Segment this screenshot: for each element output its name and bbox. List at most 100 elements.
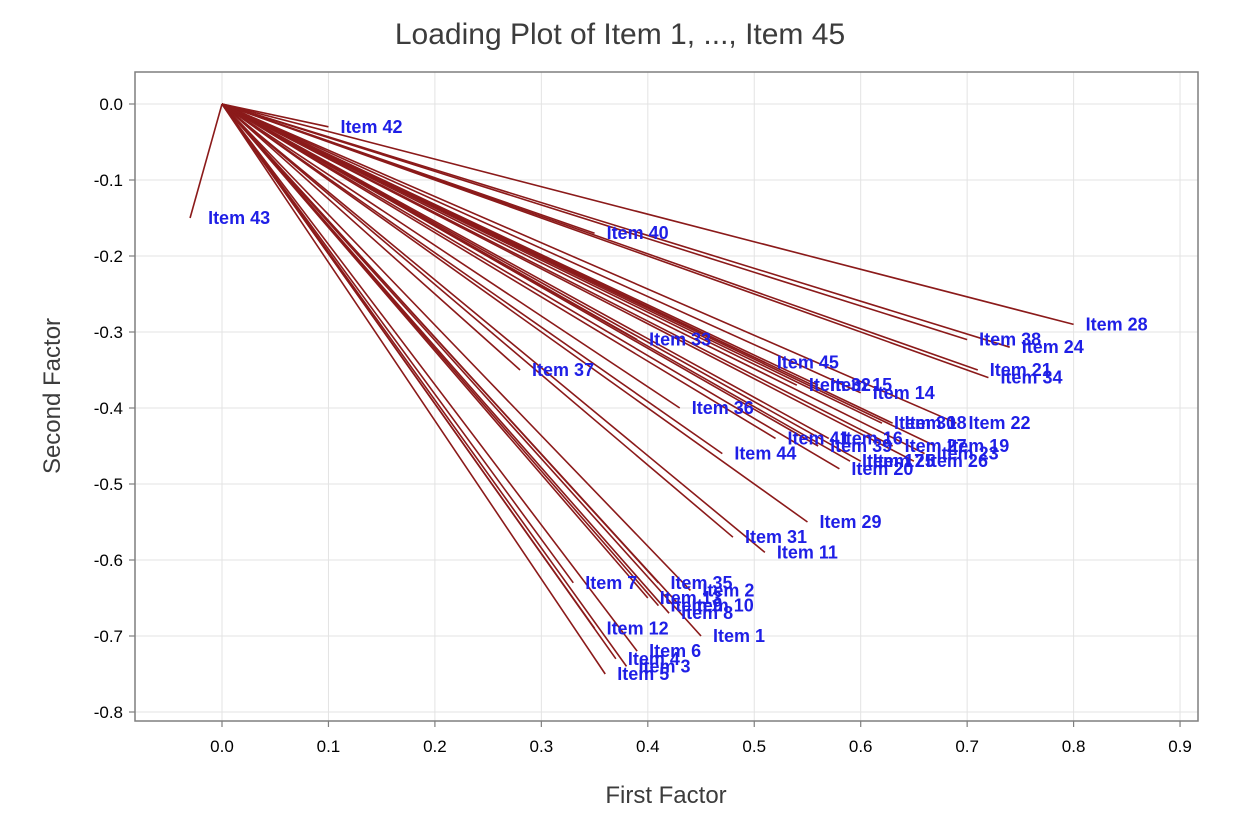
point-label: Item 35: [670, 573, 732, 593]
point-label: Item 21: [990, 360, 1052, 380]
point-label: Item 24: [1022, 337, 1084, 357]
loading-vector: [221, 103, 1074, 326]
loading-vector: [221, 103, 840, 470]
point-label: Item 12: [607, 618, 669, 638]
loading-vector: [221, 103, 766, 364]
loading-vector: [221, 103, 606, 675]
loading-vectors: [189, 103, 1074, 675]
x-tick-label: 0.1: [317, 737, 341, 756]
x-tick-label: 0.7: [955, 737, 979, 756]
loading-vector: [221, 103, 925, 455]
point-label: Item 34: [1000, 368, 1062, 388]
point-label: Item 41: [788, 428, 850, 448]
loading-vector: [221, 103, 798, 386]
y-tick-label: -0.2: [94, 247, 123, 266]
loading-vector: [221, 103, 957, 424]
loading-vector: [221, 103, 649, 599]
point-label: Item 5: [617, 664, 669, 684]
point-label: Item 26: [926, 451, 988, 471]
point-label: Item 33: [649, 330, 711, 350]
loading-vector: [189, 103, 223, 219]
loading-vector: [221, 103, 574, 584]
loading-vector: [221, 103, 329, 128]
point-label: Item 17: [862, 451, 924, 471]
point-label: Item 30: [894, 413, 956, 433]
point-label: Item 29: [819, 512, 881, 532]
point-label: Item 43: [208, 208, 270, 228]
point-label: Item 7: [585, 573, 637, 593]
point-label: Item 31: [745, 527, 807, 547]
point-label: Item 14: [873, 383, 935, 403]
point-label: Item 16: [841, 428, 903, 448]
y-tick-label: -0.6: [94, 551, 123, 570]
x-tick-label: 0.0: [210, 737, 234, 756]
x-tick-label: 0.2: [423, 737, 447, 756]
point-label: Item 11: [777, 542, 838, 562]
plot-frame: [134, 71, 1199, 722]
point-label: Item 9: [670, 596, 722, 616]
point-label: Item 18: [905, 413, 967, 433]
loading-vector: [221, 103, 766, 554]
point-label: Item 37: [532, 360, 594, 380]
point-label: Item 25: [873, 451, 935, 471]
loading-vector: [221, 103, 893, 447]
x-tick-label: 0.6: [849, 737, 873, 756]
x-tick-label: 0.4: [636, 737, 660, 756]
x-tick-label: 0.3: [530, 737, 554, 756]
x-axis: 0.0 0.1 0.2 0.3 0.4 0.5 0.6 0.7 0.8 0.9: [210, 721, 1192, 756]
point-label: Item 27: [905, 436, 967, 456]
point-label: Item 10: [692, 596, 754, 616]
x-tick-label: 0.8: [1062, 737, 1086, 756]
y-tick-label: 0.0: [99, 95, 123, 114]
point-label: Item 19: [947, 436, 1009, 456]
y-axis: 0.0 -0.1 -0.2 -0.3 -0.4 -0.5 -0.6 -0.7 -0.8: [94, 95, 135, 722]
point-label: Item 20: [851, 459, 913, 479]
point-label: Item 1: [713, 626, 765, 646]
loading-vector: [221, 103, 1010, 348]
point-label: Item 15: [830, 375, 892, 395]
chart-title: Loading Plot of Item 1, ..., Item 45: [395, 18, 845, 51]
y-tick-label: -0.7: [94, 627, 123, 646]
loading-vector: [221, 103, 596, 629]
point-label: Item 3: [639, 656, 691, 676]
loading-vector: [221, 103, 521, 371]
loading-vector: [221, 103, 808, 523]
loading-vector: [221, 103, 595, 234]
point-label: Item 22: [969, 413, 1031, 433]
point-label: Item 38: [979, 330, 1041, 350]
loading-vector: [221, 103, 723, 455]
loading-vector: [221, 103, 968, 341]
point-label: Item 40: [607, 223, 669, 243]
y-tick-label: -0.5: [94, 475, 123, 494]
y-tick-label: -0.8: [94, 703, 123, 722]
x-axis-title: First Factor: [605, 782, 726, 809]
y-tick-label: -0.4: [94, 399, 123, 418]
loading-vector: [221, 103, 862, 394]
point-label: Item 6: [649, 641, 701, 661]
point-label: Item 44: [734, 444, 796, 464]
y-axis-title: Second Factor: [39, 318, 66, 474]
point-label: Item 4: [628, 649, 680, 669]
point-label: Item 2: [702, 580, 754, 600]
point-label: Item 13: [660, 588, 722, 608]
point-label: Item 45: [777, 352, 839, 372]
point-label: Item 23: [937, 444, 999, 464]
x-tick-label: 0.5: [742, 737, 766, 756]
x-tick-label: 0.9: [1168, 737, 1192, 756]
loading-vector: [221, 103, 734, 538]
loading-vector: [221, 103, 776, 440]
loading-vector: [221, 103, 638, 652]
loading-vector: [221, 103, 660, 584]
loading-vector: [221, 103, 989, 379]
loading-vector: [221, 103, 691, 591]
loading-vector: [221, 103, 819, 447]
point-label: Item 28: [1086, 314, 1148, 334]
point-label: Item 8: [681, 603, 733, 623]
point-label: Item 32: [809, 375, 871, 395]
y-tick-label: -0.3: [94, 323, 123, 342]
point-label: Item 36: [692, 398, 754, 418]
point-label: Item 42: [340, 117, 402, 137]
